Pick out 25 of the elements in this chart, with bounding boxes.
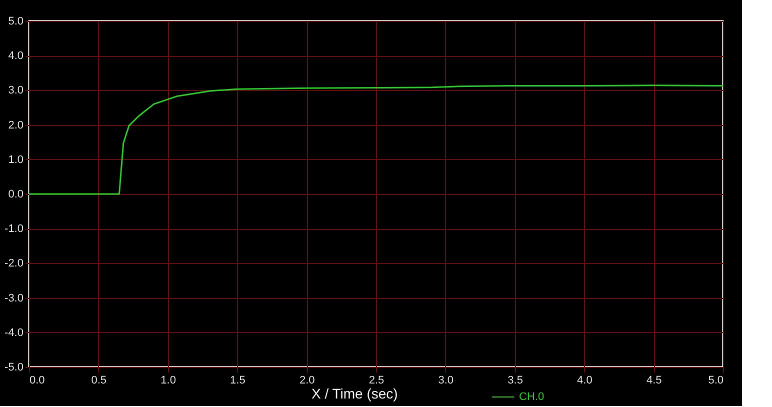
- y-tick-label: 5.0: [8, 16, 24, 28]
- x-tick-label: 0.0: [30, 374, 45, 386]
- y-tick-label: -4.0: [4, 326, 24, 339]
- x-tick-label: 3.0: [438, 374, 454, 386]
- legend-label: CH.0: [519, 391, 544, 403]
- y-tick-label: 1.0: [8, 154, 24, 166]
- y-tick-label: 2.0: [8, 119, 24, 132]
- x-tick-label: 2.0: [299, 374, 315, 386]
- x-axis-title: X / Time (sec): [312, 386, 398, 402]
- y-tick-label: -1.0: [4, 223, 24, 236]
- y-tick-label: 0.0: [8, 188, 24, 200]
- y-tick-label: -5.0: [4, 362, 24, 374]
- y-tick-label: 3.0: [8, 84, 24, 97]
- y-tick-label: -2.0: [4, 258, 24, 270]
- y-tick-label: -3.0: [4, 292, 24, 304]
- x-tick-label: 0.5: [91, 374, 107, 386]
- x-tick-label: 4.5: [646, 374, 662, 386]
- x-tick-label: 1.0: [160, 374, 176, 386]
- line-series: [29, 84, 723, 195]
- x-tick-label: 4.0: [577, 374, 592, 386]
- x-tick-label: 1.5: [230, 374, 246, 386]
- y-tick-label: 4.0: [8, 50, 24, 62]
- x-tick-label: 3.5: [508, 374, 523, 386]
- x-tick-label: 2.5: [368, 374, 384, 386]
- x-tick-label: 5.0: [708, 374, 724, 386]
